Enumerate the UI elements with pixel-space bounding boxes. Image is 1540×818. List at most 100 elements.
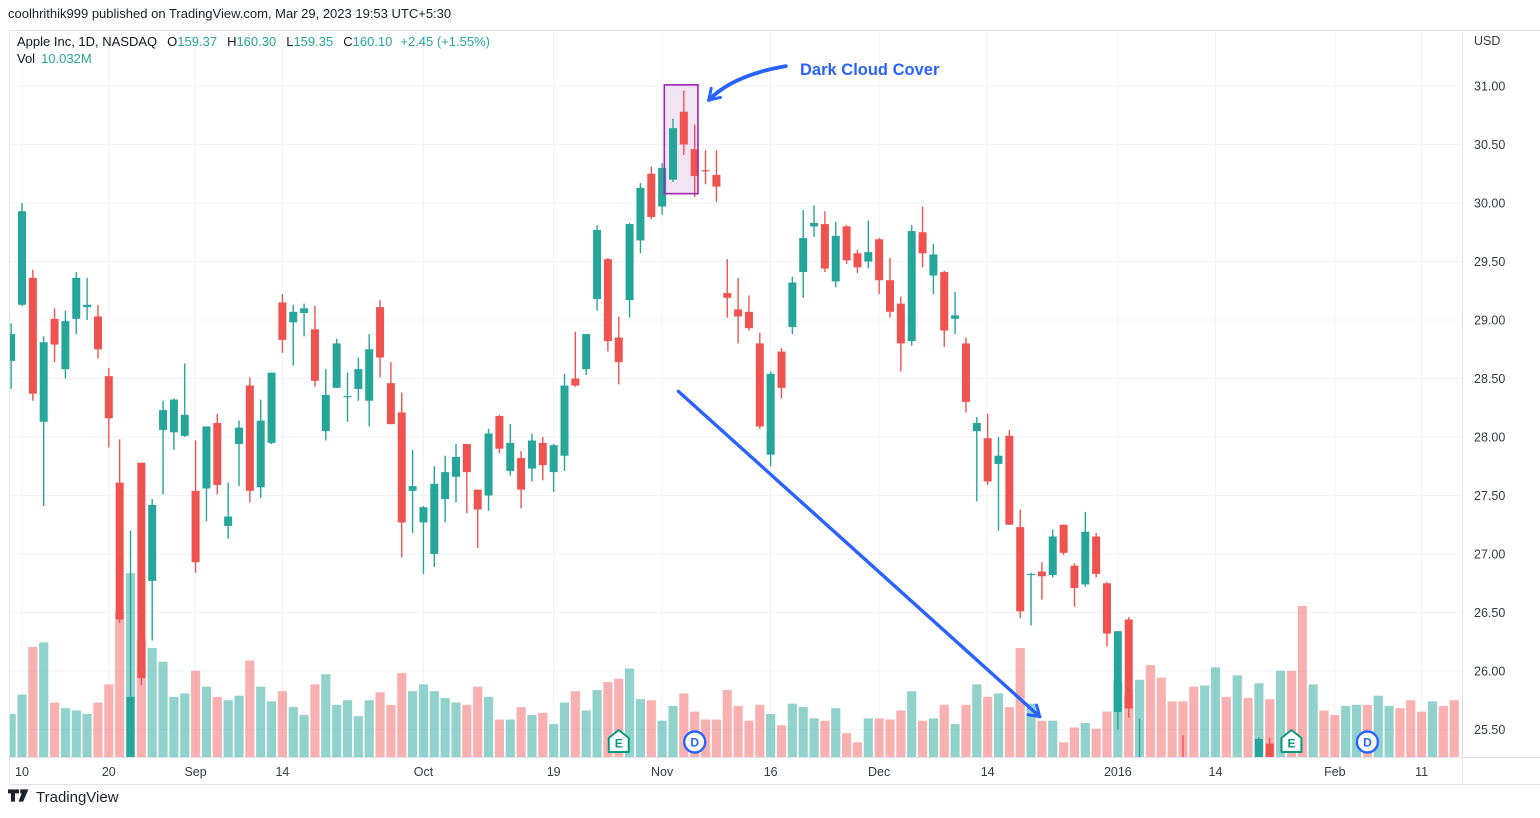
candle-body [1136, 767, 1144, 772]
candle-body [918, 232, 927, 254]
volume-bar [266, 701, 277, 757]
candle-body [419, 507, 428, 523]
volume-bar [755, 704, 765, 757]
close-value: 160.10 [352, 34, 393, 49]
candle-body [972, 422, 981, 432]
volume-bar [82, 713, 92, 757]
volume-bar [1102, 711, 1112, 757]
volume-bar [1276, 670, 1286, 757]
time-tick-label: 16 [764, 765, 778, 779]
volume-bar [1341, 705, 1351, 757]
volume-bar [1059, 742, 1069, 757]
dividend-marker[interactable] [1355, 730, 1380, 754]
volume-bar [1438, 705, 1448, 757]
low-label: L [286, 34, 294, 49]
earnings-marker[interactable] [607, 729, 630, 753]
candle-body [191, 490, 200, 563]
publish-info: coolhrithik999 published on TradingView.… [8, 6, 452, 21]
tradingview-logo-icon[interactable] [8, 789, 29, 806]
time-tick-label: 10 [15, 765, 29, 779]
volume-bar [1037, 720, 1047, 757]
candle-body [213, 422, 222, 485]
volume-bar [1210, 667, 1221, 757]
volume-bar [831, 708, 841, 757]
open-label: O [167, 34, 178, 49]
volume-bar [711, 719, 721, 757]
candle-body [93, 316, 102, 350]
candle-body [636, 187, 645, 241]
volume-bar [321, 674, 331, 757]
earnings-marker[interactable] [1280, 729, 1303, 753]
volume-bar [353, 716, 363, 757]
candle-body [1179, 787, 1187, 789]
volume-bar [679, 693, 689, 757]
volume-bar [972, 684, 982, 757]
volume-bar [722, 690, 732, 757]
volume-bar [852, 742, 863, 757]
volume-bar [603, 682, 613, 757]
candle-body [376, 307, 385, 358]
volume-bar [451, 702, 461, 757]
symbol-legend[interactable]: Apple Inc, 1D, NASDAQ O159.37 H160.30 L159.… [17, 34, 490, 49]
candle-body [1059, 524, 1068, 553]
volume-bar [1427, 701, 1438, 757]
volume-bar [907, 691, 917, 757]
candle-body [961, 343, 970, 402]
volume-bar [917, 720, 928, 757]
volume-bar [1156, 677, 1166, 757]
volume-bar [939, 704, 949, 757]
volume-bar [28, 646, 38, 757]
volume-bar [256, 686, 266, 757]
volume-bar [1232, 675, 1242, 757]
candle-body [1201, 802, 1209, 818]
volume-bar [1200, 685, 1210, 757]
price-tick-label: 27.50 [1474, 489, 1505, 503]
volume-bar [17, 694, 27, 757]
candle-body [224, 516, 233, 526]
volume-bar [104, 684, 114, 757]
candle-body [853, 253, 862, 268]
volume-bar [538, 712, 548, 757]
price-tick-label: 29.00 [1474, 314, 1505, 328]
volume-bar [516, 707, 526, 757]
candle-body [744, 311, 753, 329]
candle-body [235, 427, 243, 445]
volume-bar [429, 691, 439, 757]
candle-body [517, 458, 526, 490]
high-value: 160.30 [236, 34, 277, 49]
volume-bar [928, 718, 938, 757]
volume-bar [212, 696, 222, 757]
drawings [663, 64, 1042, 719]
price-tick-label: 29.50 [1474, 255, 1505, 269]
volume-bar [180, 693, 190, 757]
volume-bar [863, 718, 873, 757]
candle-body [625, 224, 634, 301]
candle-body [473, 489, 482, 510]
volume-bar [1134, 679, 1145, 757]
volume-bar [1254, 683, 1264, 757]
candle-body [126, 696, 135, 758]
volume-legend[interactable]: Vol 10.032M [17, 51, 92, 66]
volume-bar [1178, 701, 1188, 757]
volume-bar [1048, 720, 1058, 757]
candle-body [408, 486, 417, 491]
candle-body [1070, 565, 1079, 588]
dividend-marker[interactable] [683, 730, 707, 754]
price-tick-label: 30.00 [1474, 197, 1505, 211]
volume-bar [418, 684, 429, 757]
low-value: 159.35 [293, 34, 334, 49]
candle-body [452, 456, 460, 477]
candle-body [755, 343, 764, 427]
volume-bar [408, 691, 418, 757]
volume-bar [614, 678, 624, 757]
volume-bar [223, 700, 233, 757]
annotation-label: Dark Cloud Cover [800, 61, 940, 79]
volume-bar [1406, 700, 1416, 757]
volume-bar [950, 724, 960, 757]
volume-bar [527, 715, 537, 757]
tradingview-logo-text[interactable]: TradingView [36, 789, 119, 806]
candle-body [582, 334, 591, 370]
candle-body [820, 224, 829, 269]
volume-bar [1308, 684, 1318, 757]
